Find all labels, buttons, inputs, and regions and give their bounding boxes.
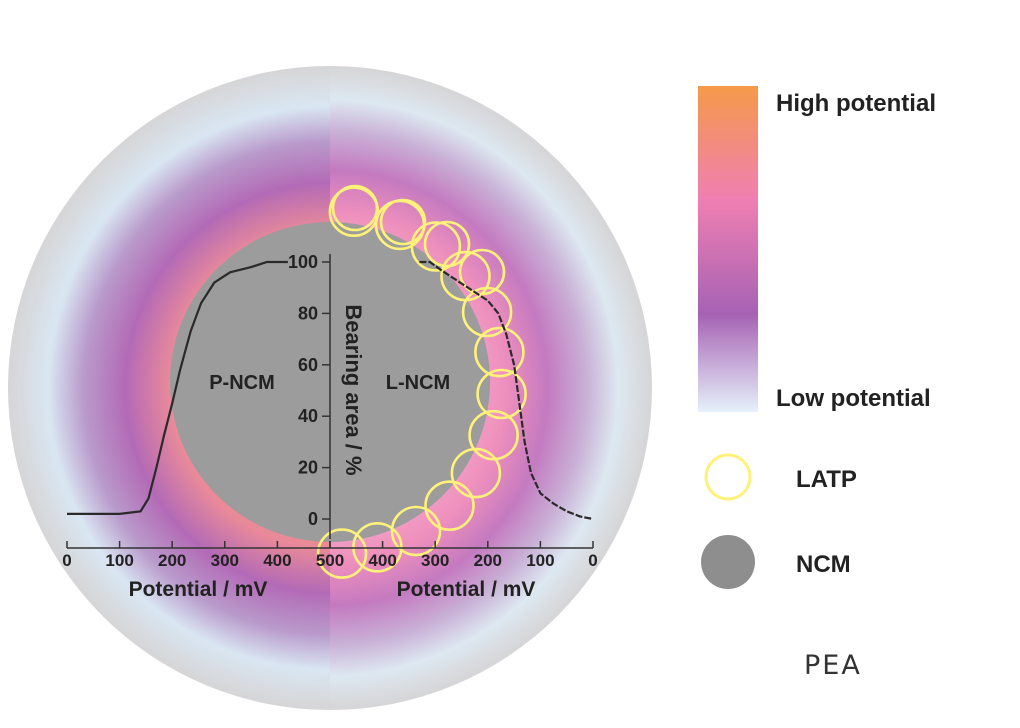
x-tick-label-right: 500	[316, 551, 344, 570]
x-tick-group: 0 100 200 300 400 500 400 300 200 100 0	[62, 541, 598, 570]
x-tick-label-left: 400	[263, 551, 291, 570]
x-tick-label-right: 300	[421, 551, 449, 570]
latp-ring	[423, 220, 471, 268]
series-line-p-ncm	[67, 260, 288, 515]
x-axis-label-left: Potential / mV	[129, 578, 268, 601]
latp-legend-icon	[704, 453, 752, 501]
series-line-l-ncm	[419, 260, 594, 521]
x-axis-label-right: Potential / mV	[397, 578, 536, 601]
latp-ring	[450, 447, 502, 499]
latp-ring	[410, 221, 462, 272]
latp-ring	[316, 528, 368, 579]
latp-ring	[424, 480, 475, 532]
y-tick-label: 60	[298, 355, 318, 375]
colorbar-high-label: High potential	[776, 90, 936, 117]
x-tick-label-left: 200	[158, 551, 186, 570]
annotation-p-ncm: P-NCM	[209, 372, 275, 394]
pea-disc-left-half	[8, 66, 330, 710]
x-tick-label-left: 300	[211, 551, 239, 570]
colorbar-low-label: Low potential	[776, 385, 931, 412]
legend: High potential Low potential LATP NCM PE…	[698, 86, 936, 681]
latp-ring	[331, 184, 379, 232]
potential-colorbar	[698, 86, 758, 412]
latp-legend-label: LATP	[796, 466, 857, 493]
x-tick-label-left: 100	[105, 551, 133, 570]
annotation-l-ncm: L-NCM	[386, 372, 450, 394]
latp-ring	[476, 368, 527, 420]
latp-ring	[468, 409, 519, 461]
latp-ring	[474, 326, 525, 378]
series-layer	[67, 260, 594, 521]
latp-ring	[379, 198, 427, 246]
y-tick-label: 40	[298, 406, 318, 426]
latp-ring	[390, 505, 442, 557]
x-tick-label-left: 0	[62, 551, 71, 570]
latp-ring	[458, 248, 506, 296]
x-tick-label-right: 0	[588, 551, 597, 570]
latp-ring-group	[316, 184, 527, 579]
y-tick-label: 80	[298, 303, 318, 323]
x-tick-label-right: 100	[526, 551, 554, 570]
ncm-legend-label: NCM	[796, 551, 851, 578]
y-axis-label: Bearing area / %	[341, 304, 366, 475]
pea-disc-right-half	[330, 66, 652, 710]
plot-layer: 0 20 40 60 80 100 0 100 200 300 400 500 400 300 200 10…	[62, 252, 597, 601]
y-tick-label: 100	[288, 252, 318, 272]
pea-legend-label: PEA	[804, 650, 862, 681]
ncm-legend-icon	[701, 535, 755, 589]
x-tick-label-right: 400	[368, 551, 396, 570]
y-tick-group: 0 20 40 60 80 100	[288, 252, 330, 529]
x-tick-label-right: 200	[474, 551, 502, 570]
y-tick-label: 0	[308, 509, 318, 529]
latp-ring	[461, 286, 513, 338]
y-tick-label: 20	[298, 458, 318, 478]
